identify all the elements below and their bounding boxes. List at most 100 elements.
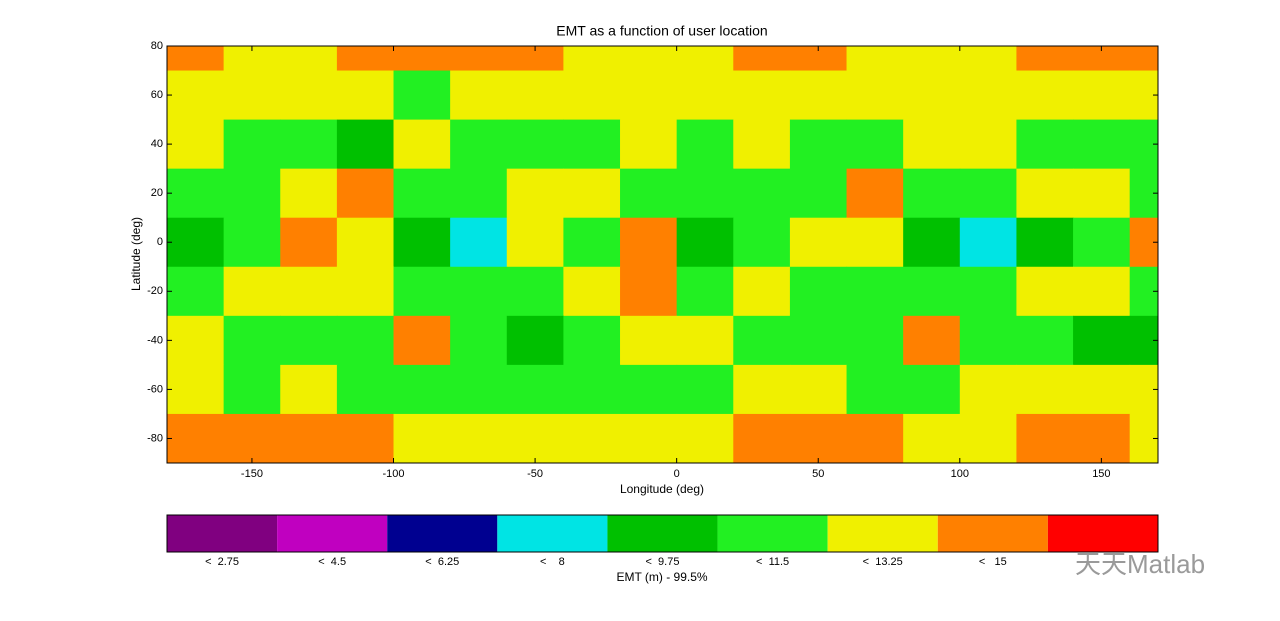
contour-cell [789,217,848,268]
x-tick-label: 50 [812,468,824,480]
contour-cell [393,168,451,219]
contour-cell [789,315,848,366]
contour-cell [903,266,961,317]
contour-cell [959,413,1017,464]
y-tick-label: -40 [147,334,163,346]
contour-cell [563,217,621,268]
contour-cell [393,217,451,268]
contour-cell [167,217,225,268]
contour-cell [959,119,1017,170]
contour-cell [167,168,225,219]
contour-cell [280,217,338,268]
contour-cell [846,364,904,415]
contour-cell [167,413,225,464]
colorbar-tick-label: < 9.75 [646,556,680,568]
x-tick-label: -100 [382,468,404,480]
contour-cell [393,315,451,366]
y-tick-label: 60 [151,89,163,101]
contour-cell [620,315,678,366]
chart-title: EMT as a function of user location [556,23,767,39]
axes: -150 -100 -50 0 50 100 150 -80 -60 -40 -20 0 20 40 60 8… [147,40,1159,568]
contour-cell [1073,413,1131,464]
contour-cell [450,266,508,317]
contour-cell [733,266,791,317]
y-tick-label: -60 [147,383,163,395]
contour-cell [167,315,225,366]
contour-cell [846,315,904,366]
x-tick-label: 150 [1092,468,1110,480]
contour-cell [280,266,338,317]
contour-cell [167,266,225,317]
contour-cell [280,364,338,415]
colorbar-tick-label: < 2.75 [205,556,239,568]
contour-cell [789,413,848,464]
contour-cell [959,46,1017,72]
contour-cell [506,364,564,415]
colorbar-tick-label: < 13.25 [863,556,903,568]
contour-cell [1129,46,1159,72]
contour-cell [846,46,904,72]
contour-cell [959,70,1017,121]
contour-cell [903,217,961,268]
contour-cell [620,119,678,170]
contour-cell [167,364,225,415]
contour-cell [393,364,451,415]
colorbar-label: EMT (m) - 99.5% [616,570,707,584]
contour-cell [846,168,904,219]
contour-cell [676,119,734,170]
contour-cell [959,168,1017,219]
contour-cell [620,413,678,464]
contour-cell [393,46,451,72]
contour-cell [620,266,678,317]
contour-cell [506,119,564,170]
contour-cell [1073,266,1131,317]
contour-cell [393,70,451,121]
contour-cell [336,413,395,464]
contour-cell [1016,315,1074,366]
contour-cell [903,119,961,170]
contour-cell [223,168,281,219]
contour-cell [846,217,904,268]
contour-cell [563,266,621,317]
contour-cell [336,266,395,317]
contour-cell [676,168,734,219]
y-tick-label: -80 [147,432,163,444]
contour-cell [506,413,564,464]
x-tick-label: -150 [241,468,263,480]
contour-cell [733,413,791,464]
colorbar-swatch [717,515,828,552]
contour-cell [450,413,508,464]
contour-cell [336,315,395,366]
contour-cell [1073,315,1131,366]
contour-cell [450,46,508,72]
contour-cell [280,119,338,170]
contour-cell [280,413,338,464]
contour-cell [903,168,961,219]
x-tick-label: 100 [951,468,969,480]
contour-cell [223,217,281,268]
contour-cell [733,364,791,415]
colorbar-tick-label: < 15 [979,556,1007,568]
contour-cell [223,413,281,464]
contour-cell [1073,217,1131,268]
contour-cell [336,119,395,170]
contour-cell [676,46,734,72]
contour-cell [1016,46,1074,72]
contour-cell [506,217,564,268]
contour-cell [563,70,621,121]
contour-cell [1016,217,1074,268]
contour-cell [733,46,791,72]
colorbar-swatch [607,515,718,552]
contour-cell [563,46,621,72]
y-tick-label: 20 [151,187,163,199]
contour-cell [1016,266,1074,317]
contour-cell [450,217,508,268]
colorbar-tick-label: < 6.25 [425,556,459,568]
contour-cell [393,413,451,464]
contour-cell [450,315,508,366]
contour-cell [280,70,338,121]
colorbar-tick-label: < 8 [540,556,565,568]
colorbar-swatch [497,515,608,552]
contour-cell [903,70,961,121]
contour-cell [676,217,734,268]
